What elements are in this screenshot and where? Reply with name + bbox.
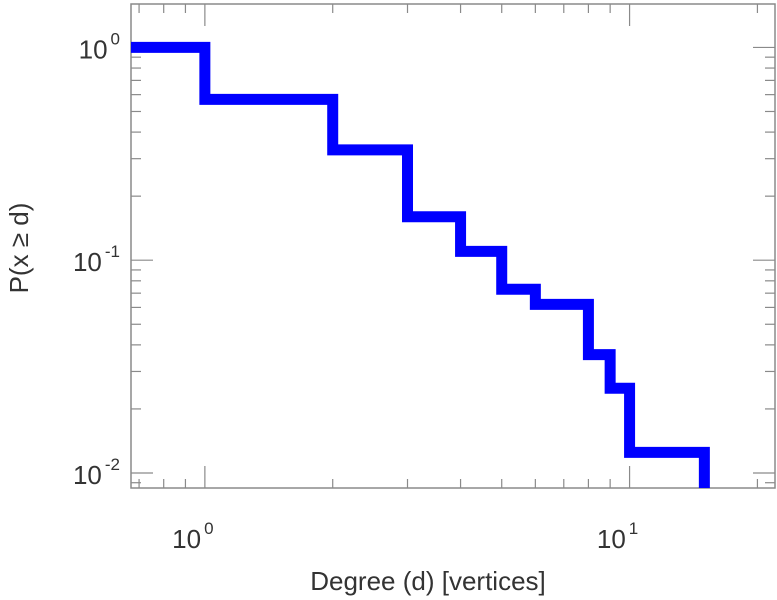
y-tick-label: 10 0: [79, 29, 120, 64]
x-axis-title: Degree (d) [vertices]: [310, 566, 546, 596]
series-0-line: [131, 41, 710, 488]
y-axis-title: P(x ≥ d): [4, 203, 34, 294]
plot-frame: [130, 3, 776, 489]
y-tick-label: 10 -2: [73, 455, 120, 490]
y-tick-label: 10 -1: [73, 242, 120, 277]
x-tick-label: 10 1: [597, 519, 638, 554]
x-tick-label: 10 0: [172, 519, 213, 554]
major-ticks: [131, 4, 775, 488]
x-tick-labels: 10 0 10 1: [172, 519, 638, 554]
minor-ticks: [131, 4, 775, 488]
